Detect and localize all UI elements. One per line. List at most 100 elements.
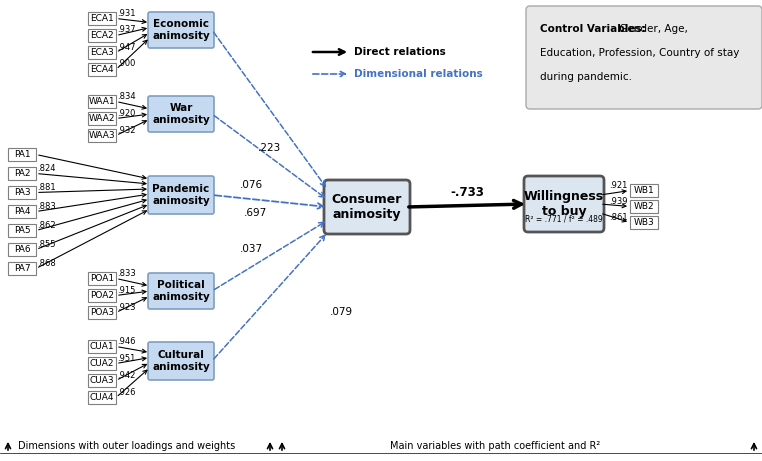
- Text: .833: .833: [117, 268, 136, 278]
- Text: .951: .951: [117, 354, 136, 362]
- FancyBboxPatch shape: [8, 262, 36, 275]
- Text: .946: .946: [117, 337, 136, 345]
- Text: Dimensional relations: Dimensional relations: [354, 69, 483, 79]
- Text: .076: .076: [240, 180, 263, 190]
- Text: WAA2: WAA2: [88, 114, 115, 123]
- FancyBboxPatch shape: [88, 29, 116, 42]
- Text: CUA2: CUA2: [90, 359, 114, 368]
- FancyBboxPatch shape: [324, 180, 410, 234]
- Text: ECA2: ECA2: [90, 31, 114, 40]
- Text: CUA4: CUA4: [90, 393, 114, 402]
- Text: WAA1: WAA1: [88, 97, 115, 106]
- Text: ECA3: ECA3: [90, 48, 114, 57]
- FancyBboxPatch shape: [88, 272, 116, 285]
- Text: .883: .883: [37, 201, 56, 211]
- Text: .834: .834: [117, 91, 136, 100]
- FancyBboxPatch shape: [8, 243, 36, 256]
- FancyBboxPatch shape: [88, 391, 116, 404]
- Text: Education, Profession, Country of stay: Education, Profession, Country of stay: [540, 48, 739, 58]
- Text: Cultural
animosity: Cultural animosity: [152, 350, 210, 372]
- Text: POA2: POA2: [90, 291, 114, 300]
- FancyBboxPatch shape: [524, 176, 604, 232]
- Text: WB1: WB1: [634, 186, 655, 195]
- Text: .921: .921: [610, 181, 628, 189]
- FancyBboxPatch shape: [88, 12, 116, 25]
- FancyBboxPatch shape: [148, 342, 214, 380]
- Text: Dimensions with outer loadings and weights: Dimensions with outer loadings and weigh…: [18, 441, 235, 451]
- Text: .824: .824: [37, 164, 56, 172]
- Text: Gender, Age,: Gender, Age,: [616, 24, 688, 34]
- FancyBboxPatch shape: [630, 184, 658, 197]
- Text: .037: .037: [240, 244, 263, 254]
- Text: .881: .881: [37, 183, 56, 191]
- Text: PA7: PA7: [14, 264, 30, 273]
- Text: ECA1: ECA1: [90, 14, 114, 23]
- Text: POA1: POA1: [90, 274, 114, 283]
- Text: WB3: WB3: [634, 218, 655, 227]
- Text: .862: .862: [37, 220, 56, 230]
- FancyBboxPatch shape: [148, 96, 214, 132]
- Text: .223: .223: [258, 143, 281, 153]
- FancyBboxPatch shape: [8, 148, 36, 161]
- Text: Political
animosity: Political animosity: [152, 280, 210, 302]
- FancyBboxPatch shape: [8, 167, 36, 180]
- Text: .915: .915: [117, 285, 136, 295]
- FancyBboxPatch shape: [88, 112, 116, 125]
- FancyBboxPatch shape: [148, 273, 214, 309]
- Text: .855: .855: [37, 240, 56, 248]
- Text: WAA3: WAA3: [88, 131, 115, 140]
- Text: Control Variables:: Control Variables:: [540, 24, 645, 34]
- Text: .697: .697: [244, 208, 267, 218]
- Text: Economic
animosity: Economic animosity: [152, 19, 210, 41]
- Text: CUA1: CUA1: [90, 342, 114, 351]
- Text: .868: .868: [37, 259, 56, 267]
- Text: .861: .861: [610, 213, 628, 221]
- FancyBboxPatch shape: [526, 6, 762, 109]
- Text: PA3: PA3: [14, 188, 30, 197]
- Text: PA5: PA5: [14, 226, 30, 235]
- FancyBboxPatch shape: [8, 186, 36, 199]
- FancyBboxPatch shape: [8, 205, 36, 218]
- Text: .942: .942: [117, 371, 136, 379]
- FancyBboxPatch shape: [88, 129, 116, 142]
- Text: .932: .932: [117, 125, 136, 135]
- Text: .937: .937: [117, 25, 136, 35]
- FancyBboxPatch shape: [8, 224, 36, 237]
- FancyBboxPatch shape: [88, 357, 116, 370]
- FancyBboxPatch shape: [88, 306, 116, 319]
- Text: Willingness
to buy: Willingness to buy: [524, 190, 604, 218]
- Text: Main variables with path coefficient and R²: Main variables with path coefficient and…: [390, 441, 600, 451]
- Text: Pandemic
animosity: Pandemic animosity: [152, 184, 210, 206]
- Text: PA1: PA1: [14, 150, 30, 159]
- Text: R² = .771 / f² = .489: R² = .771 / f² = .489: [525, 214, 603, 224]
- Text: .931: .931: [117, 8, 136, 18]
- FancyBboxPatch shape: [88, 95, 116, 108]
- Text: Direct relations: Direct relations: [354, 47, 446, 57]
- Text: .939: .939: [610, 196, 628, 206]
- Text: POA3: POA3: [90, 308, 114, 317]
- FancyBboxPatch shape: [88, 289, 116, 302]
- Text: PA2: PA2: [14, 169, 30, 178]
- Text: .926: .926: [117, 388, 136, 396]
- Text: -.733: -.733: [450, 186, 484, 199]
- Text: .079: .079: [330, 307, 353, 317]
- Text: .900: .900: [117, 59, 136, 69]
- Text: .947: .947: [117, 42, 136, 52]
- FancyBboxPatch shape: [88, 63, 116, 76]
- Text: PA4: PA4: [14, 207, 30, 216]
- Text: CUA3: CUA3: [90, 376, 114, 385]
- FancyBboxPatch shape: [630, 200, 658, 213]
- FancyBboxPatch shape: [630, 216, 658, 229]
- FancyBboxPatch shape: [148, 176, 214, 214]
- FancyBboxPatch shape: [88, 340, 116, 353]
- FancyBboxPatch shape: [88, 46, 116, 59]
- FancyBboxPatch shape: [148, 12, 214, 48]
- Text: PA6: PA6: [14, 245, 30, 254]
- Text: Consumer
animosity: Consumer animosity: [331, 193, 402, 221]
- Text: War
animosity: War animosity: [152, 103, 210, 125]
- FancyBboxPatch shape: [88, 374, 116, 387]
- Text: WB2: WB2: [634, 202, 655, 211]
- Text: ECA4: ECA4: [90, 65, 114, 74]
- Text: .923: .923: [117, 302, 136, 312]
- Text: .920: .920: [117, 108, 136, 118]
